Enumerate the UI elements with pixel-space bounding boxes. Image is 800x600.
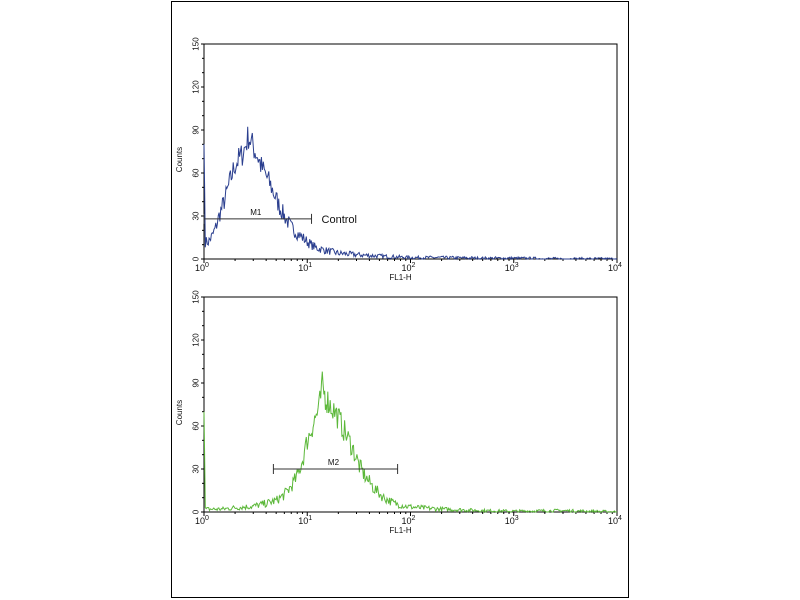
y-tick-label: 120 [192,80,201,94]
y-tick-label: 120 [192,333,201,347]
plot-area-border [203,43,618,260]
y-tick-label: 0 [192,509,201,514]
y-axis-label: Counts [175,400,184,425]
x-tick-label: 102 [402,262,416,273]
x-tick-label: 104 [608,515,622,526]
gate-marker-label: M1 [250,208,262,217]
x-tick-label: 103 [505,515,519,526]
y-tick-label: 60 [192,421,201,430]
y-tick-label: 60 [192,168,201,177]
x-axis-label: FL1-H [389,526,411,535]
plot-area-border [203,296,618,513]
y-tick-label: 150 [192,37,201,51]
y-tick-label: 150 [192,290,201,304]
x-tick-label: 103 [505,262,519,273]
y-tick-label: 30 [192,211,201,220]
y-tick-label: 30 [192,464,201,473]
x-tick-label: 102 [402,515,416,526]
control-annotation: Control [322,214,357,226]
histogram-series-line [203,126,618,261]
x-axis-label: FL1-H [389,273,411,282]
x-tick-label: 100 [195,515,209,526]
histogram-panel-2: 0 30 60 90 120 150 100 101 102 103 104 FL1-H Counts M… [175,290,622,535]
x-tick-label: 101 [298,262,312,273]
histogram-panel-1: 0 30 60 90 120 150 100 101 102 103 104 FL1-H Counts M… [175,37,622,282]
y-tick-label: 90 [192,125,201,134]
x-tick-label: 101 [298,515,312,526]
y-axis-label: Counts [175,147,184,172]
y-tick-label: 90 [192,378,201,387]
y-tick-label: 0 [192,256,201,261]
x-tick-label: 100 [195,262,209,273]
x-tick-label: 104 [608,262,622,273]
figure-frame [171,1,629,598]
histogram-series-line [203,371,617,514]
gate-marker-label: M2 [328,458,340,467]
